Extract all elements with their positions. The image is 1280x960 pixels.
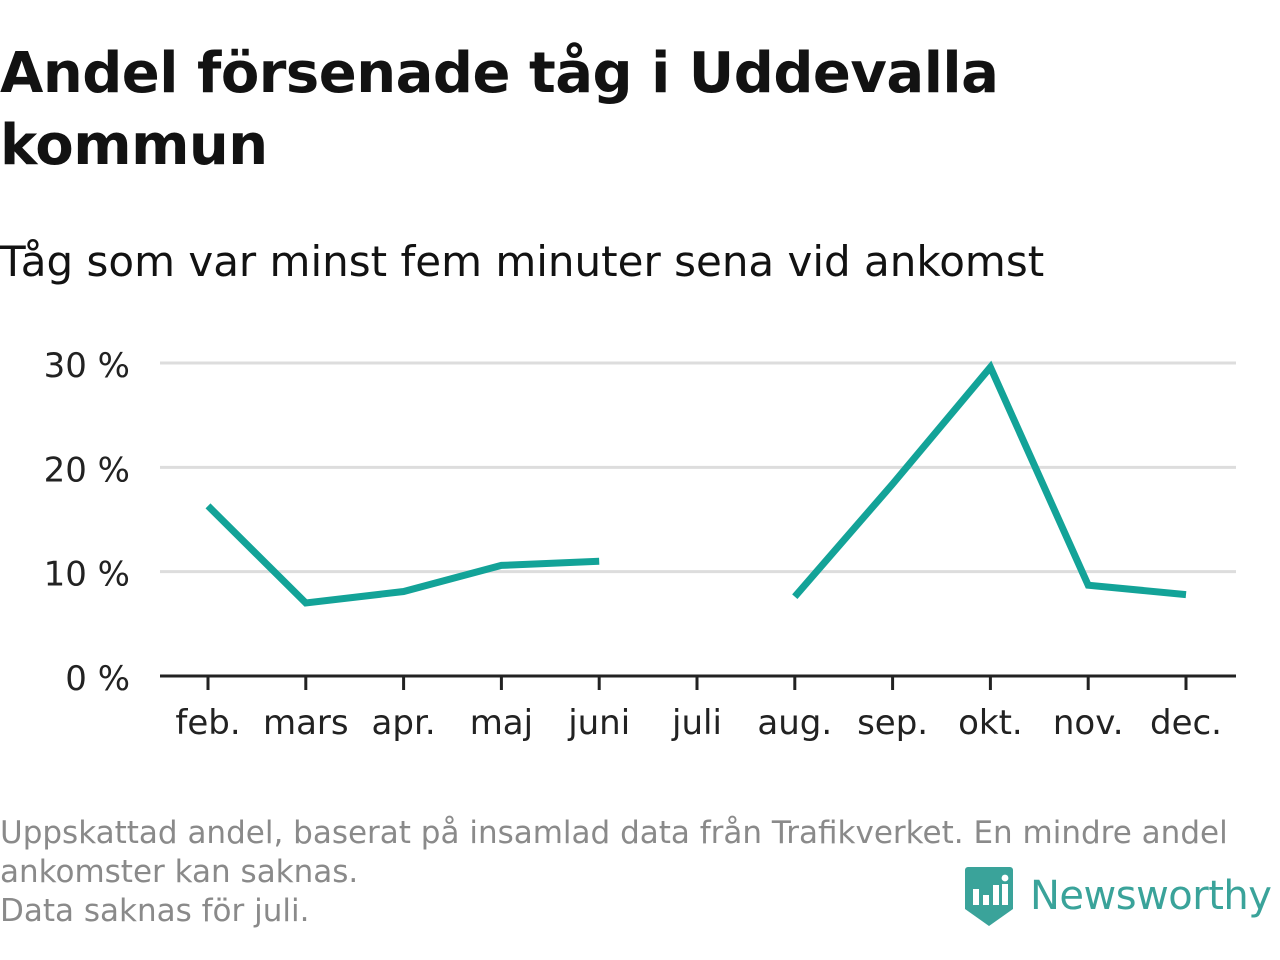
footnote-source: Uppskattad andel, baserat på insamlad da… — [0, 815, 1228, 890]
x-axis-tick-labels: feb. mars apr. maj juni juli aug. sep. okt. nov. d… — [175, 703, 1222, 743]
chart-title: Andel försenade tåg i Uddevalla kommun — [0, 41, 999, 178]
x-tick-label: feb. — [175, 703, 240, 743]
brand-name: Newsworthy — [1030, 873, 1272, 919]
x-tick-label: aug. — [757, 703, 832, 743]
chart-subtitle: Tåg som var minst fem minuter sena vid a… — [0, 237, 1045, 286]
y-tick-label: 20 % — [44, 450, 130, 490]
x-tick-label: dec. — [1150, 703, 1222, 743]
x-axis-ticks — [206, 676, 1188, 690]
series-lines — [205, 360, 1187, 607]
series-line-segment — [205, 503, 600, 607]
newsworthy-logo-icon — [965, 867, 1013, 926]
brand-logo: Newsworthy — [964, 864, 1272, 928]
y-tick-label: 0 % — [65, 659, 130, 699]
x-tick-label: apr. — [372, 703, 436, 743]
footnote: Uppskattad andel, baserat på insamlad da… — [0, 814, 1270, 931]
x-tick-label: sep. — [857, 703, 928, 743]
grid-lines — [160, 361, 1236, 574]
x-tick-label: juli — [671, 703, 722, 743]
y-axis-tick-labels: 0 % 10 % 20 % 30 % — [44, 346, 130, 699]
y-tick-label: 10 % — [44, 555, 130, 595]
x-tick-label: juni — [567, 703, 630, 743]
x-tick-label: mars — [263, 703, 349, 743]
series-line-segment — [792, 360, 1187, 599]
x-tick-label: maj — [470, 703, 533, 743]
y-tick-label: 30 % — [44, 346, 130, 386]
footnote-missing-data: Data saknas för juli. — [0, 893, 310, 929]
x-tick-label: nov. — [1053, 703, 1124, 743]
x-tick-label: okt. — [958, 703, 1023, 743]
